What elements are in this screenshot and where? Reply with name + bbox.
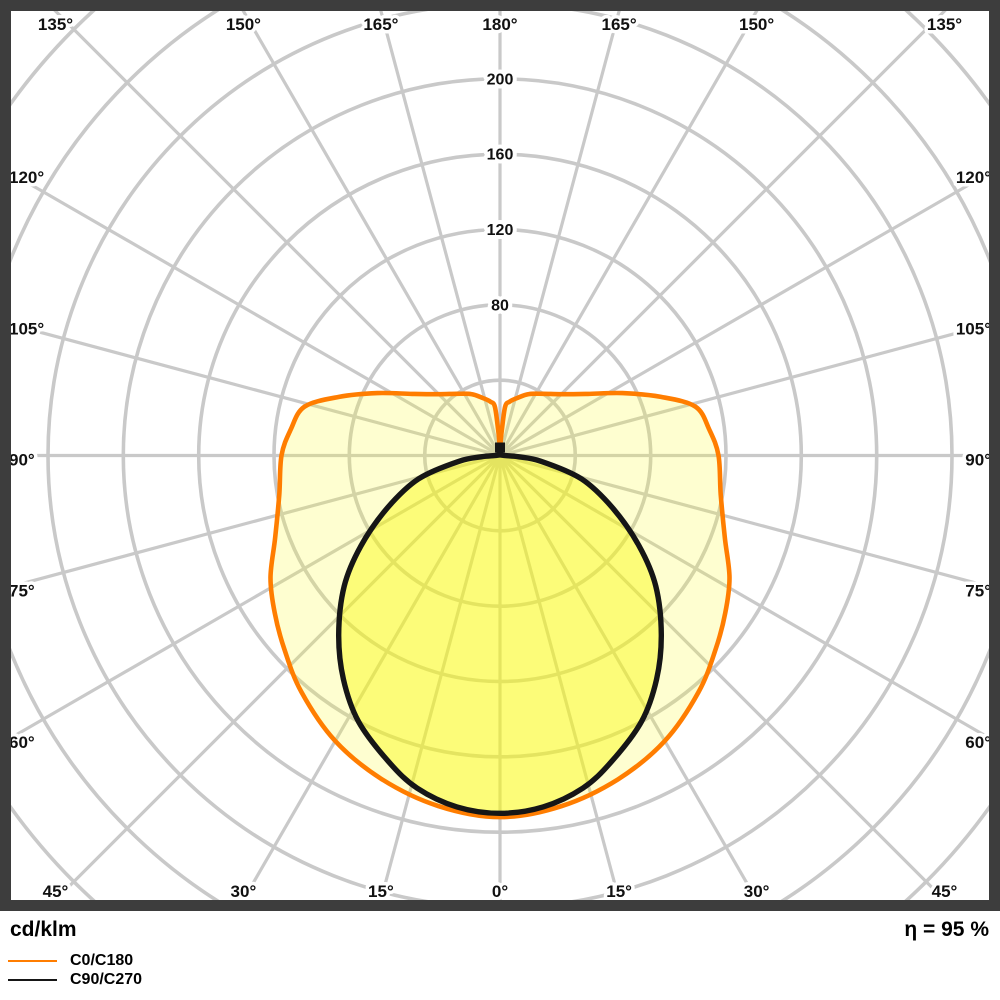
angle-label-150-left: 150°	[739, 15, 774, 34]
grid-spoke-150	[498, 11, 759, 457]
plot-frame	[0, 0, 1000, 911]
c90-c270-180deg-marker	[495, 442, 505, 453]
grid-spoke-225	[53, 11, 502, 457]
angle-label-120-right: 120°	[9, 168, 44, 187]
unit-label: cd/klm	[10, 918, 77, 941]
radial-tick-label-160: 160	[487, 147, 514, 164]
angle-label-15-right: 15°	[368, 882, 394, 901]
angle-label-45-right: 45°	[43, 882, 69, 901]
grid-spoke-255	[11, 322, 501, 458]
c0-c180-fill	[270, 392, 730, 818]
grid-spoke-330	[241, 454, 502, 900]
grid-spoke-285	[11, 453, 501, 589]
radial-tick-label-120: 120	[487, 222, 514, 239]
radial-tick-label-80: 80	[491, 297, 509, 314]
legend-label-c0-c180: C0/C180	[70, 952, 134, 969]
angle-label-15-left: 15°	[606, 882, 632, 901]
legend-item-c0-c180: C0/C180	[8, 951, 142, 970]
grid-spoke-75	[499, 453, 989, 589]
c0-c180-line-swatch	[8, 959, 57, 962]
angle-label-45-left: 45°	[932, 882, 958, 901]
grid-spoke-165	[498, 11, 621, 456]
c90-c270-line-swatch	[8, 978, 57, 981]
c90-c270-fill	[338, 454, 662, 814]
grid-spoke-210	[241, 11, 502, 457]
grid-spoke-120	[499, 171, 989, 457]
angle-label-75-left: 75°	[965, 582, 991, 601]
grid-spoke-240	[11, 171, 501, 457]
angle-label-165-right: 165°	[363, 15, 398, 34]
polar-chart-svg: 80 120 160 200 0° 15° 15° 30° 30° 45° 45° 60° 60° 75°…	[0, 0, 1000, 911]
angle-label-90-left: 90°	[965, 451, 991, 470]
grid-spoke-195	[379, 11, 502, 456]
polar-chart: 80 120 160 200 0° 15° 15° 30° 30° 45° 45° 60° 60° 75°…	[0, 0, 1000, 911]
angle-label-135-right: 135°	[38, 15, 73, 34]
polar-grid	[11, 11, 989, 900]
legend-label-c90-c270: C90/C270	[70, 971, 143, 988]
grid-spoke-30	[498, 454, 759, 900]
efficiency-label: η = 95 %	[904, 918, 989, 941]
legend: C0/C180 C90/C270	[8, 951, 142, 989]
legend-item-c90-c270: C90/C270	[8, 970, 142, 989]
angle-label-165-left: 165°	[602, 15, 637, 34]
radial-tick-label-200: 200	[487, 71, 514, 88]
c90-c270-curve	[335, 452, 665, 816]
grid-spoke-45	[498, 454, 947, 900]
angle-label-120-left: 120°	[956, 168, 991, 187]
angle-label-0-right: 0°	[492, 882, 508, 901]
grid-spoke-300	[11, 454, 501, 740]
angle-label-105-right: 105°	[9, 320, 44, 339]
angle-label-30-left: 30°	[744, 882, 770, 901]
angle-label-150-right: 150°	[226, 15, 261, 34]
grid-spoke-135	[498, 11, 947, 457]
angle-label-135-left: 135°	[927, 15, 962, 34]
grid-spoke-60	[499, 454, 989, 740]
angle-label-75-right: 75°	[9, 582, 35, 601]
angle-label-60-right: 60°	[9, 733, 35, 752]
angle-label-180-right: 180°	[482, 15, 517, 34]
angle-label-60-left: 60°	[965, 733, 991, 752]
grid-spoke-315	[53, 454, 502, 900]
angle-label-30-right: 30°	[231, 882, 257, 901]
angle-label-105-left: 105°	[956, 320, 991, 339]
grid-spoke-105	[499, 322, 989, 458]
angle-label-90-right: 90°	[9, 451, 35, 470]
